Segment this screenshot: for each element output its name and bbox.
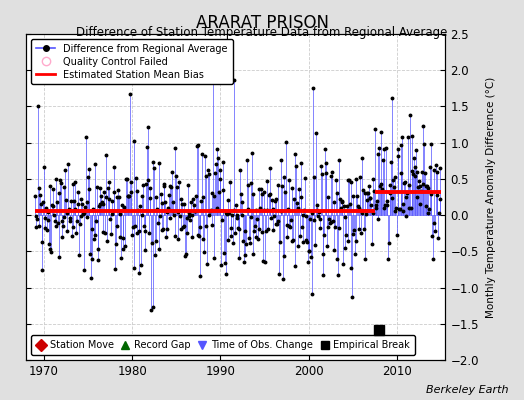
Legend: Station Move, Record Gap, Time of Obs. Change, Empirical Break: Station Move, Record Gap, Time of Obs. C… [31,336,415,355]
Y-axis label: Monthly Temperature Anomaly Difference (°C): Monthly Temperature Anomaly Difference (… [486,76,496,318]
Text: Berkeley Earth: Berkeley Earth [426,385,508,395]
Text: ARARAT PRISON: ARARAT PRISON [195,14,329,32]
Text: Difference of Station Temperature Data from Regional Average: Difference of Station Temperature Data f… [77,26,447,39]
